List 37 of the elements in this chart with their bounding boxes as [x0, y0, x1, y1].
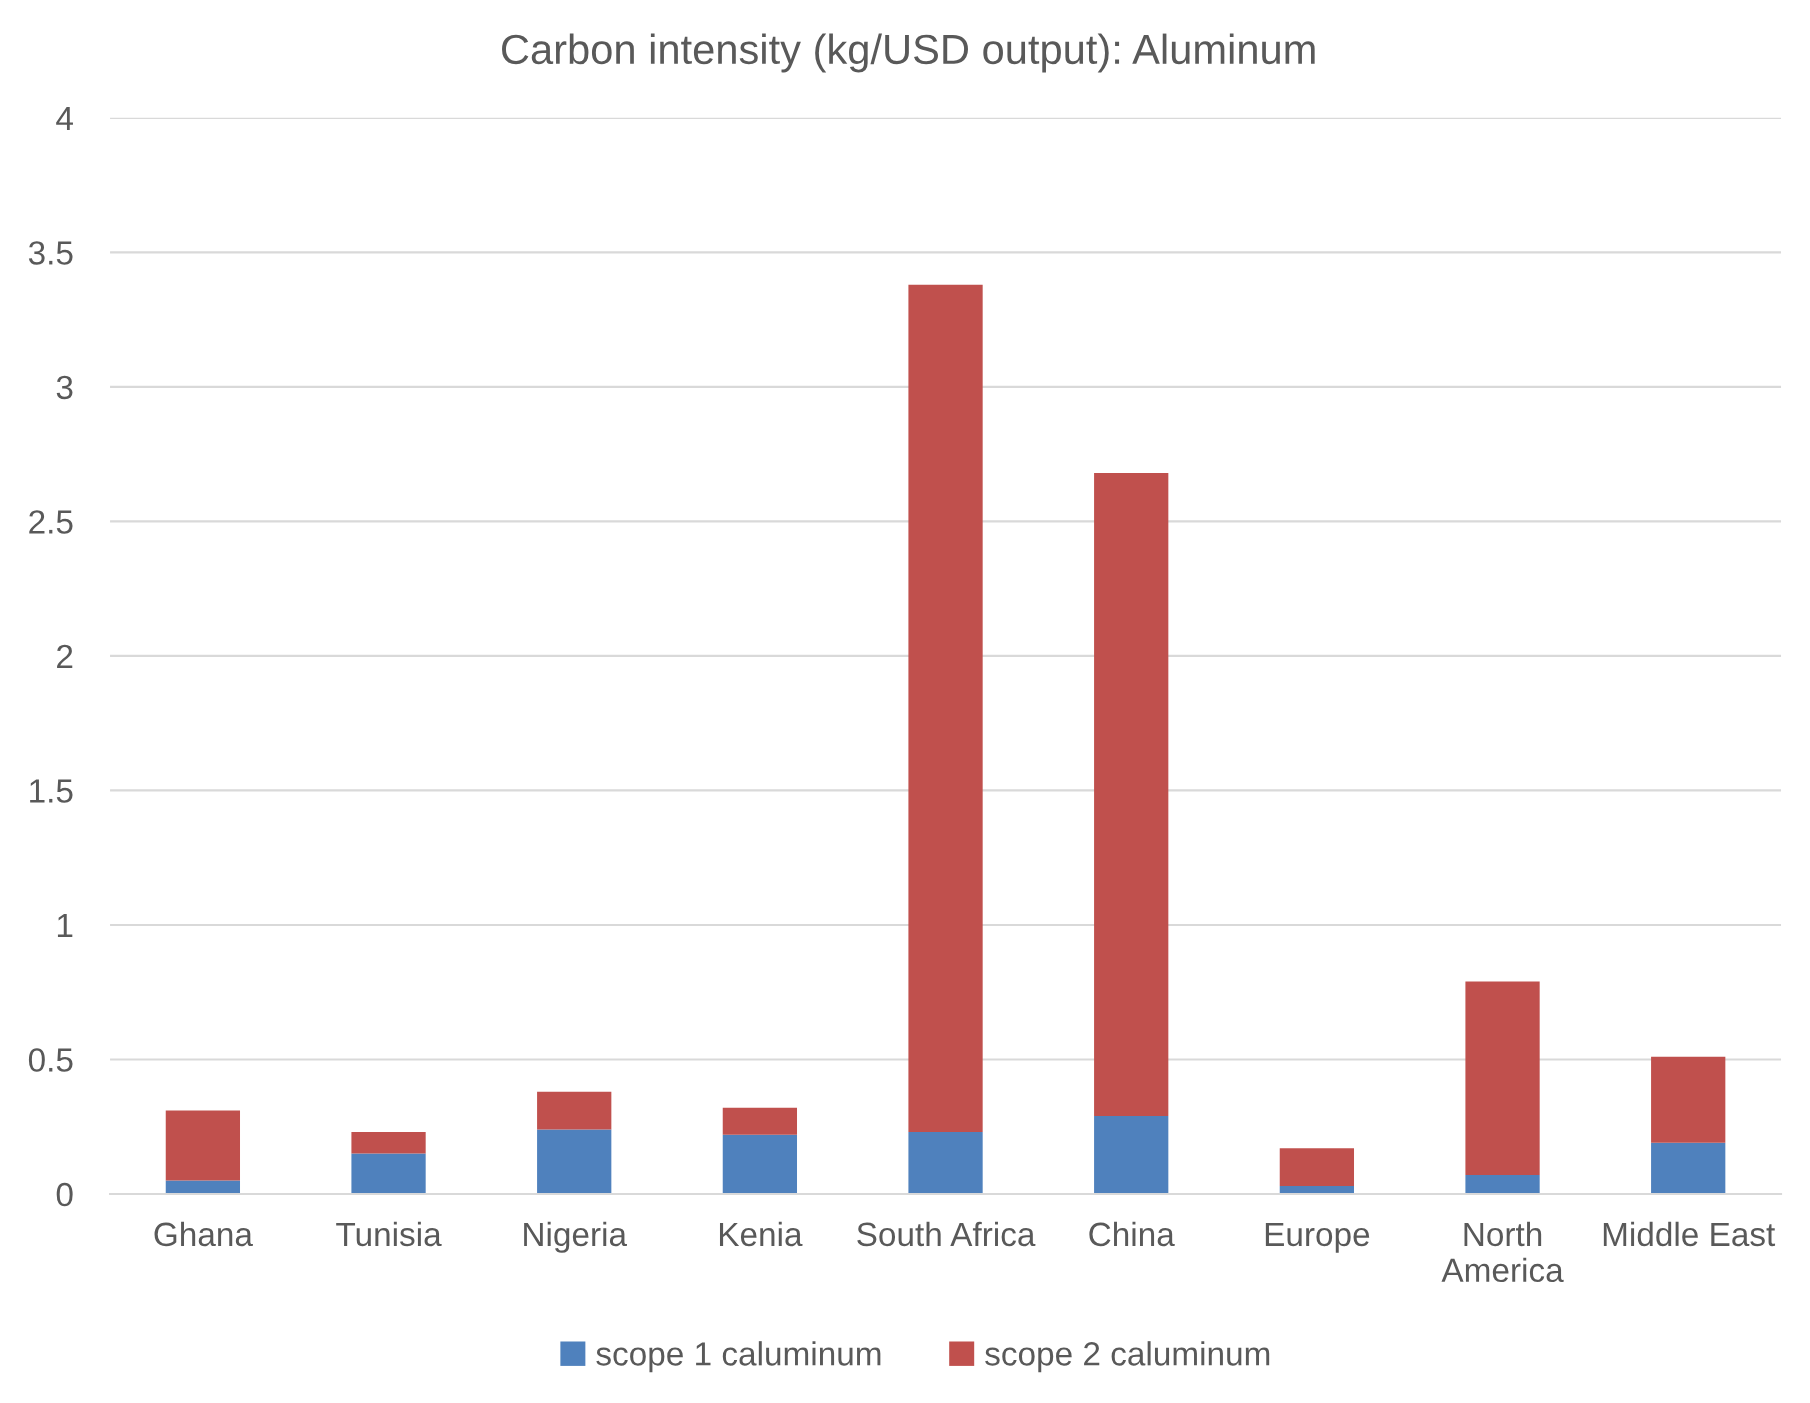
x-tick-label: Ghana — [154, 1221, 253, 1247]
bar — [1094, 1115, 1169, 1194]
bar — [537, 1129, 612, 1194]
bar — [351, 1132, 426, 1154]
bar — [1279, 1148, 1355, 1186]
x-tick-label: South Africa — [857, 1221, 1036, 1247]
x-tick-label: Kenia — [719, 1221, 803, 1247]
y-tick-label: 3 — [56, 375, 73, 400]
legend-label: scope 2 caluminum — [985, 1341, 1270, 1373]
bar — [1465, 981, 1540, 1176]
y-tick-label: 2 — [57, 644, 73, 668]
bar — [722, 1134, 798, 1194]
y-tick-label: 0 — [56, 1182, 73, 1207]
bar — [1465, 1175, 1540, 1194]
y-tick-label: 2.5 — [29, 510, 73, 534]
y-tick-label: 1.5 — [30, 779, 73, 803]
legend-label: scope 1 caluminum — [596, 1341, 881, 1373]
x-tick-label: Middle East — [1603, 1221, 1776, 1247]
x-tick-label: North America — [1441, 1221, 1564, 1283]
bar — [1651, 1142, 1726, 1194]
bar — [908, 1132, 983, 1194]
y-tick-label: 3.5 — [28, 241, 73, 265]
chart-title: Carbon intensity (kg/USD output): Aluminum — [502, 33, 1315, 73]
y-tick-label: 4 — [56, 107, 73, 130]
bar — [1651, 1056, 1726, 1143]
y-tick-label: 1 — [57, 914, 73, 938]
x-tick-label: China — [1089, 1221, 1175, 1247]
bar — [537, 1091, 612, 1130]
bar — [165, 1110, 241, 1181]
y-tick-label: 0.5 — [28, 1048, 73, 1072]
x-tick-label: Nigeria — [524, 1221, 628, 1253]
x-tick-label: Tunisia — [336, 1221, 442, 1247]
x-tick-label: Europe — [1265, 1222, 1370, 1253]
bar — [722, 1107, 798, 1135]
bar — [908, 284, 983, 1133]
bar — [1094, 472, 1169, 1116]
bar — [351, 1153, 426, 1194]
